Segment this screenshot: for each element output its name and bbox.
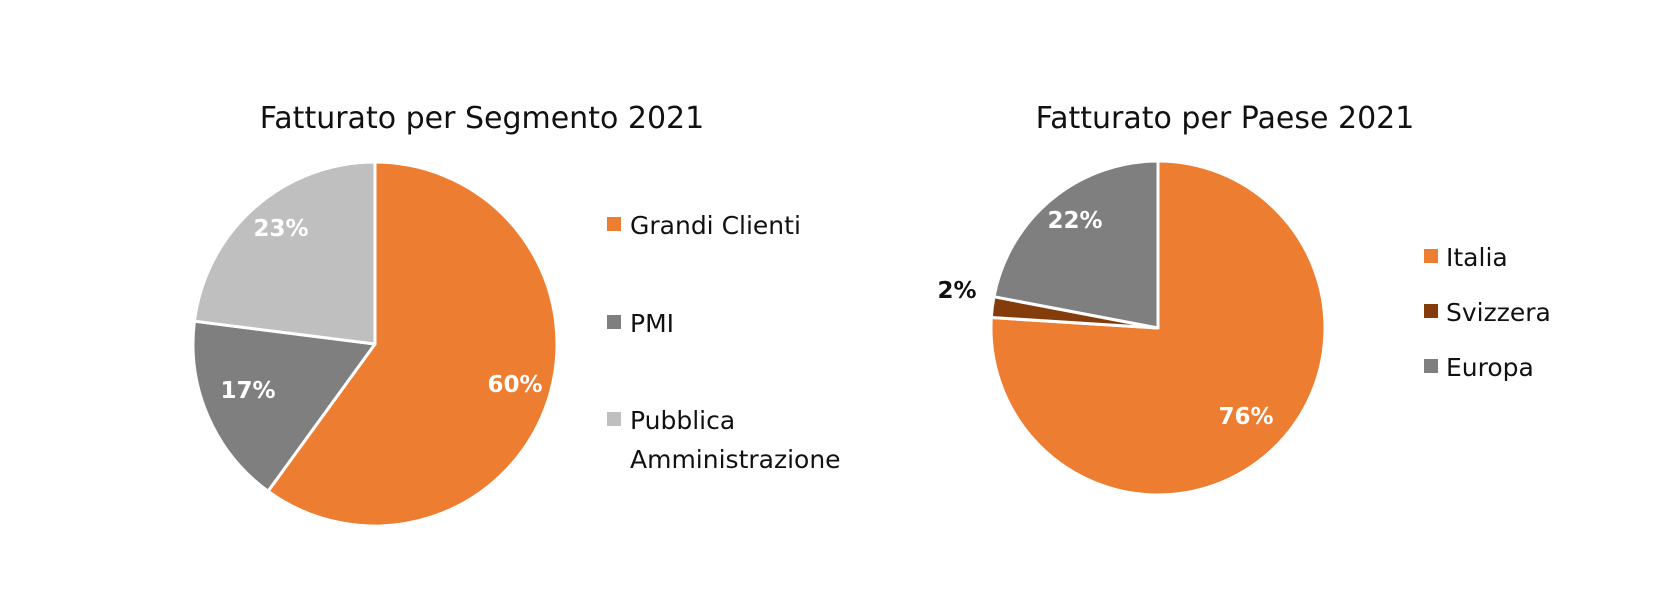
slice-label-1-3: 23%	[253, 216, 308, 242]
legend-item-1-3: Pubblica Amministrazione	[607, 406, 841, 474]
legend-label: Svizzera	[1446, 298, 1551, 327]
legend-swatch	[1424, 249, 1438, 263]
legend-label: Grandi Clienti	[630, 211, 801, 240]
slice-label-1-1: 60%	[487, 372, 542, 398]
pie-chart-2: Fatturato per Paese 2021 76% 2% 22% Italia Sv…	[937, 101, 1551, 497]
legend-item-1-2: PMI	[607, 309, 674, 338]
legend-swatch	[607, 412, 621, 426]
pie-slice-1-1	[266, 160, 559, 528]
pie-slice-2-1	[989, 159, 1327, 497]
chart-title-2: Fatturato per Paese 2021	[1036, 101, 1415, 136]
legend-item-2-2: Svizzera	[1424, 298, 1551, 327]
pie-slice-2-3	[992, 159, 1160, 330]
slice-label-2-3: 22%	[1047, 208, 1102, 234]
legend-swatch	[1424, 304, 1438, 318]
pie-chart-1: Fatturato per Segmento 2021 60% 17% 23% Gran…	[191, 101, 841, 528]
pie-slice-1-3	[192, 160, 377, 346]
chart-title-1: Fatturato per Segmento 2021	[260, 101, 704, 136]
legend-label: Italia	[1446, 243, 1508, 272]
legend-swatch	[607, 315, 621, 329]
pie-slice-1-2	[191, 319, 377, 493]
slice-label-2-2: 2%	[937, 278, 976, 304]
legend-item-2-3: Europa	[1424, 353, 1534, 382]
legend-label: PMI	[630, 309, 674, 338]
legend-swatch	[1424, 359, 1438, 373]
legend-label: Europa	[1446, 353, 1534, 382]
slice-label-2-1: 76%	[1218, 404, 1273, 430]
legend-swatch	[607, 217, 621, 231]
legend-item-1-1: Grandi Clienti	[607, 211, 801, 240]
legend-item-2-1: Italia	[1424, 243, 1508, 272]
slice-label-1-2: 17%	[220, 378, 275, 404]
legend-label: Pubblica Amministrazione	[630, 406, 841, 474]
